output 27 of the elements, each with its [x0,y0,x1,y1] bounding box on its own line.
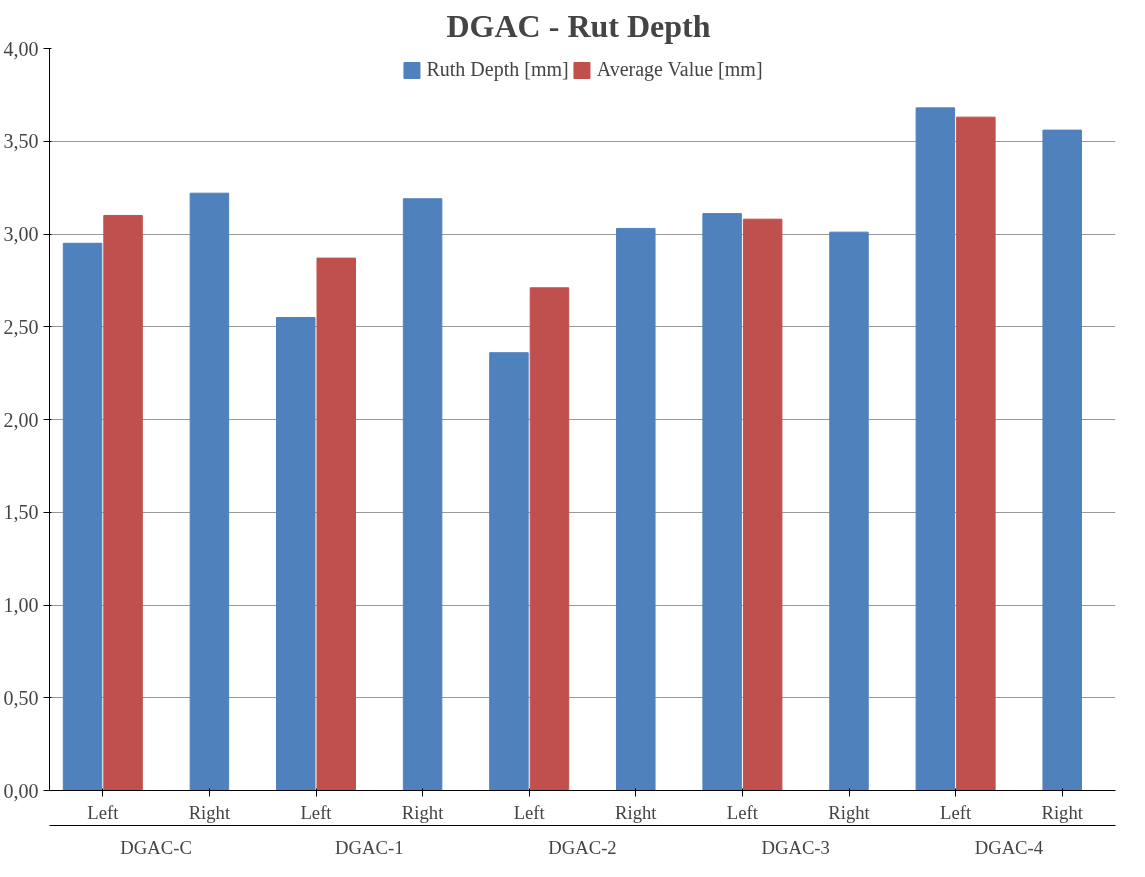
chart-title: DGAC - Rut Depth [446,7,711,44]
x-tick-label: Left [87,801,120,823]
x-tick-label: Left [940,801,972,823]
text: DGAC-1 [335,836,404,858]
y-tick-label: 1,00 [3,594,39,616]
x-tick-label: Left [513,801,546,823]
y-tick-label: 1,50 [3,501,39,524]
y-tick-label: 3,00 [3,223,39,245]
y-tick-label: 2,00 [3,408,39,431]
x-tick-label: Right [401,801,445,823]
y-tick-label: 0,50 [3,686,39,709]
legend-label: Average Value [mm] [596,58,763,81]
y-tick-label: 0,00 [3,779,39,802]
text: DGAC-C [120,836,192,858]
x-tick-label: Right [615,801,658,823]
x-tick-label: Right [828,801,871,823]
text: DGAC-2 [548,836,617,858]
y-tick-label: 2,50 [3,315,39,338]
y-tick-label: 3,50 [3,130,39,153]
x-tick-label: Left [726,801,759,823]
x-tick-label: Left [300,801,333,823]
text: DGAC-4 [974,836,1044,858]
legend-label: Ruth Depth [mm] [426,58,569,81]
x-tick-label: Right [188,801,231,823]
text: DGAC-3 [761,836,830,858]
y-tick-label: 4,00 [3,37,39,60]
x-tick-label: Right [1041,801,1084,823]
